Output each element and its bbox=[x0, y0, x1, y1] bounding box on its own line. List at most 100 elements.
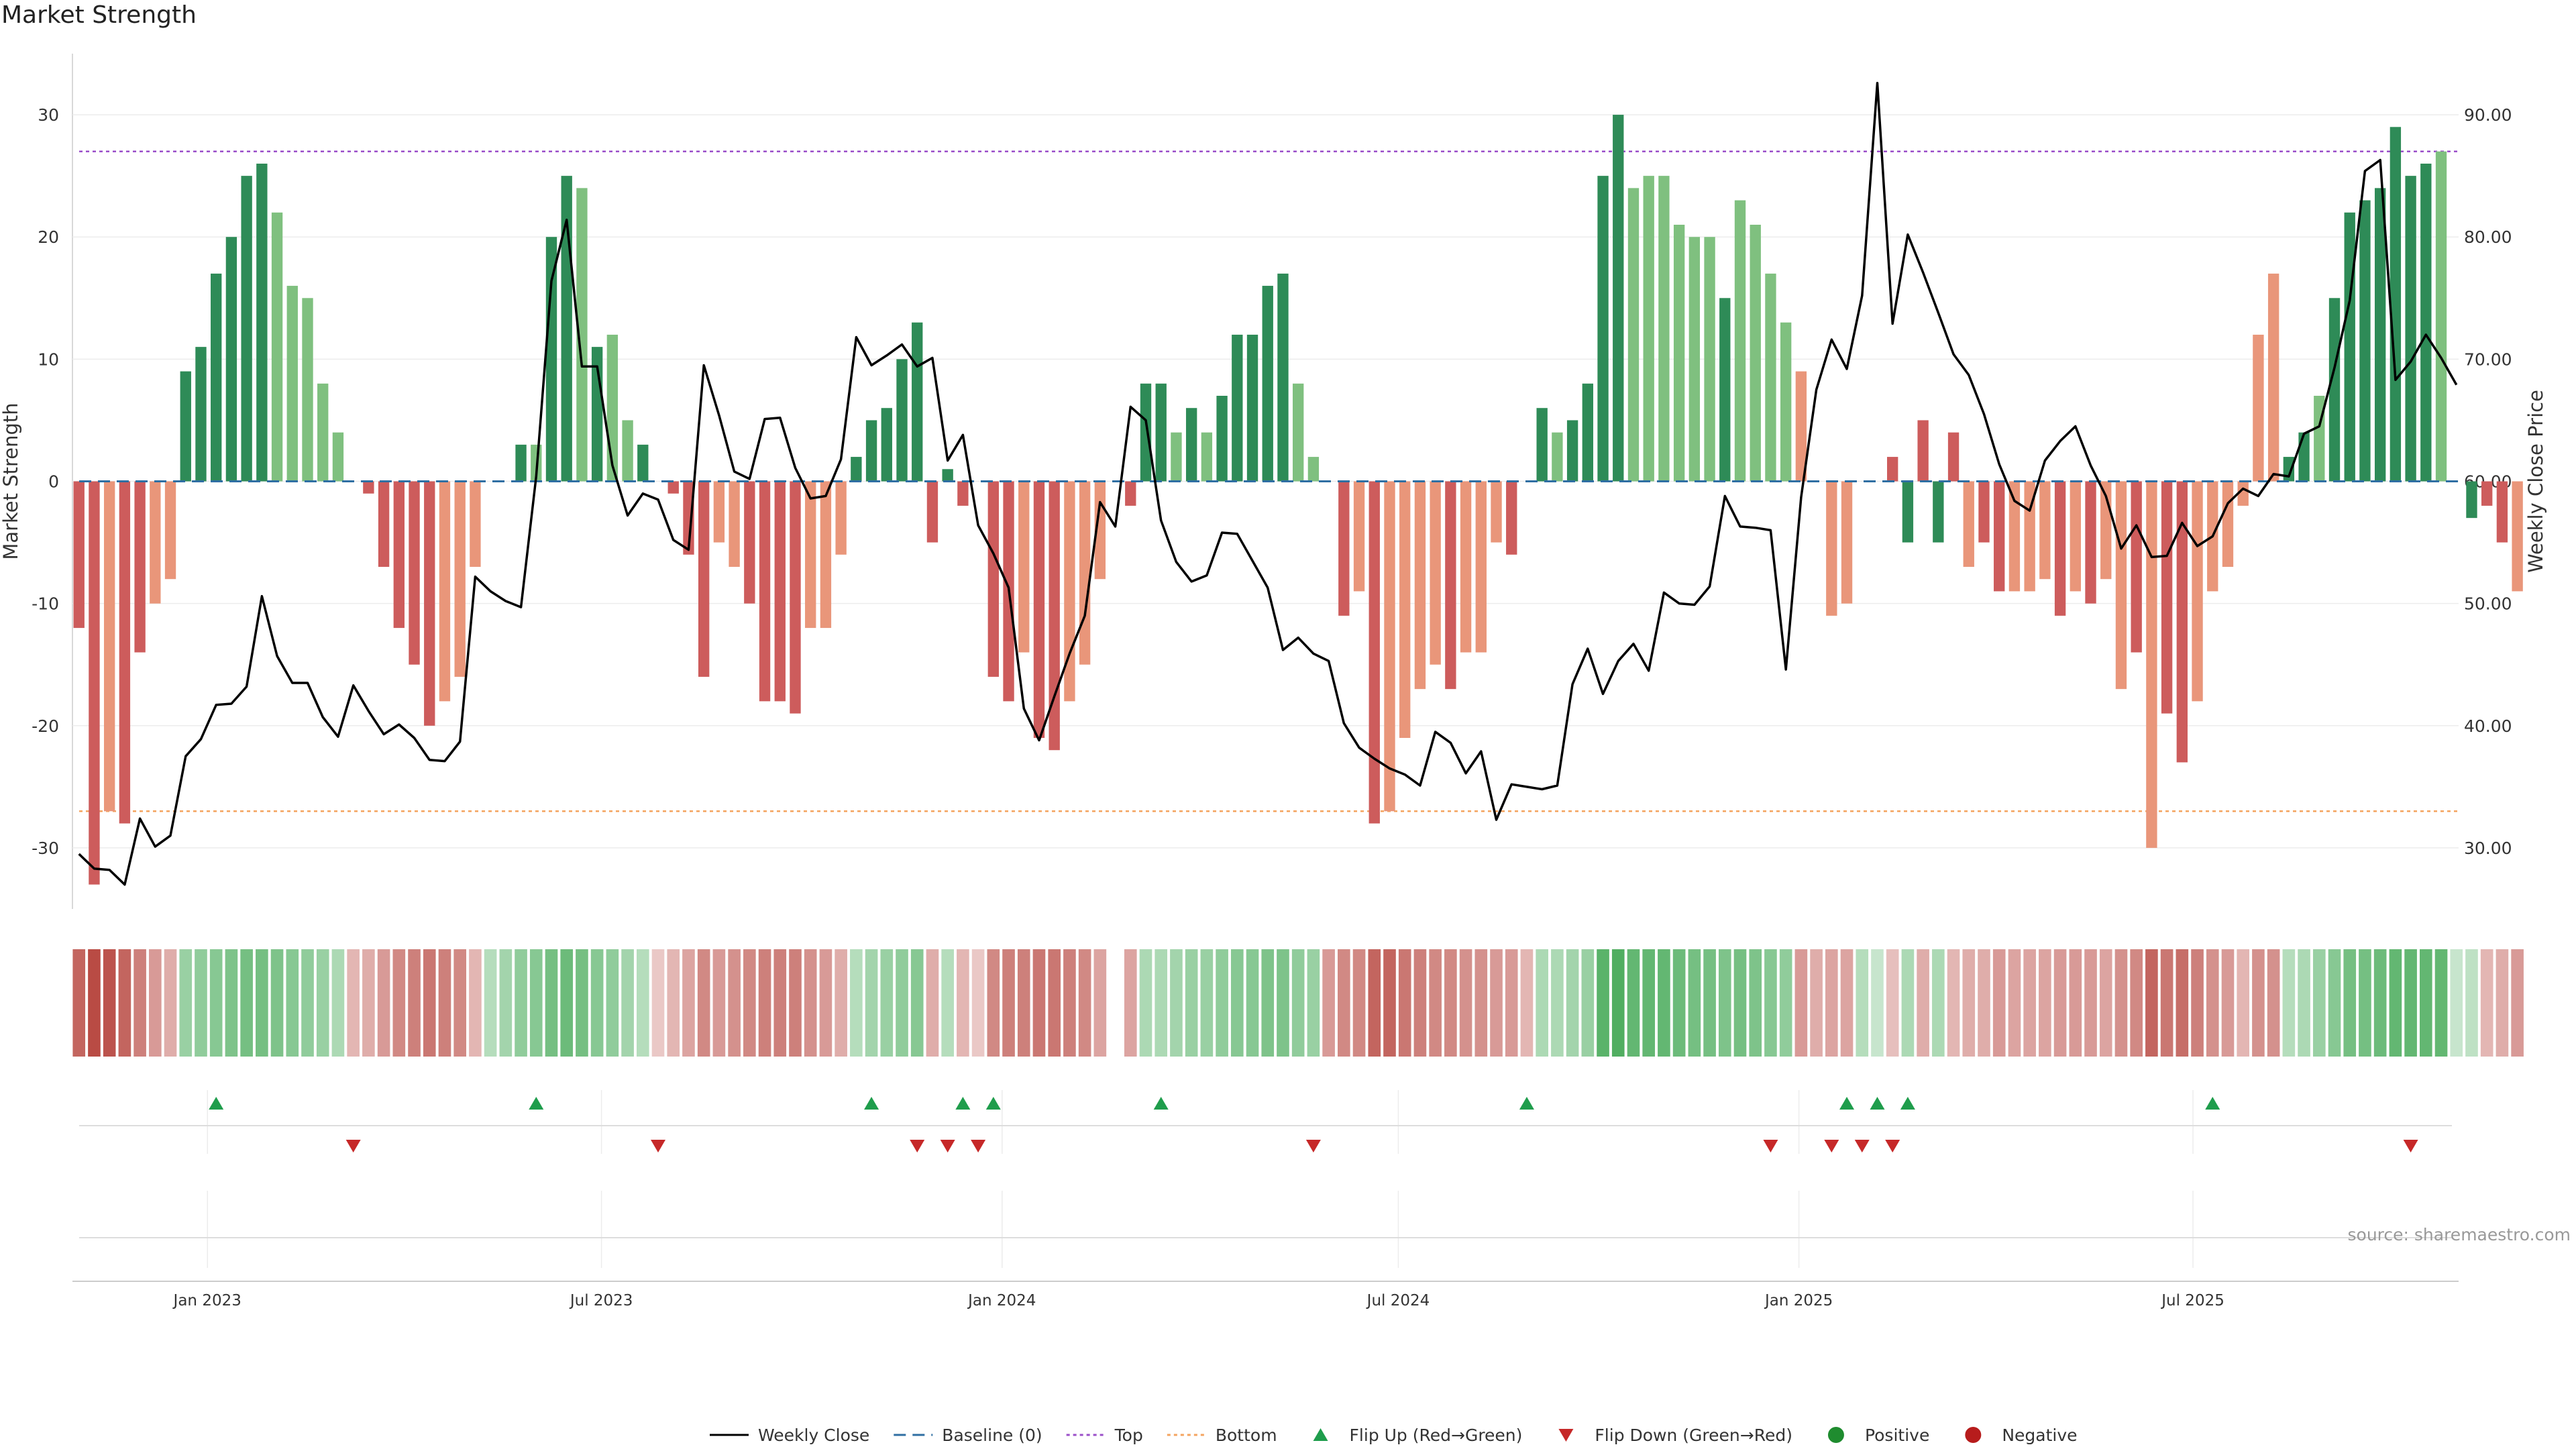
x-tick-label: Jul 2024 bbox=[1366, 1292, 1430, 1309]
strength-bar bbox=[2420, 163, 2432, 482]
heat-cell bbox=[2298, 949, 2310, 1057]
heat-cell bbox=[149, 949, 162, 1057]
heat-cell bbox=[1901, 949, 1915, 1057]
heat-cell bbox=[1947, 949, 1960, 1057]
heat-cell bbox=[529, 949, 543, 1057]
legend-swatch bbox=[1827, 1427, 1844, 1443]
heat-cell bbox=[2496, 949, 2509, 1057]
heat-cell bbox=[392, 949, 406, 1057]
heat-cell bbox=[515, 949, 527, 1057]
heat-cell bbox=[850, 949, 863, 1057]
heat-cell bbox=[270, 949, 284, 1057]
y2-tick-label: 90.00 bbox=[2464, 105, 2512, 125]
heat-cell bbox=[1672, 949, 1686, 1057]
heat-cell bbox=[499, 949, 513, 1057]
strength-bar bbox=[2039, 481, 2051, 580]
heat-cell bbox=[2282, 949, 2296, 1057]
strength-bar bbox=[195, 347, 207, 482]
y-tick-label: 10 bbox=[38, 350, 59, 369]
strength-bar bbox=[729, 481, 740, 567]
heat-cell bbox=[1703, 949, 1716, 1057]
strength-bar bbox=[439, 481, 451, 702]
strength-bar bbox=[378, 481, 390, 567]
strength-bar bbox=[805, 481, 816, 629]
heat-cell bbox=[88, 949, 101, 1057]
strength-bar bbox=[1643, 176, 1654, 482]
strength-bar bbox=[1460, 481, 1472, 653]
strength-bar bbox=[409, 481, 420, 665]
strength-bar bbox=[2344, 212, 2355, 482]
heat-cell bbox=[423, 949, 436, 1057]
strength-bar bbox=[667, 481, 679, 494]
heat-cell bbox=[1139, 949, 1152, 1057]
heat-cell bbox=[606, 949, 619, 1057]
heat-cell bbox=[1856, 949, 1869, 1057]
strength-bar bbox=[454, 481, 466, 677]
strength-bar bbox=[1536, 408, 1548, 482]
heat-cell bbox=[1383, 949, 1396, 1057]
strength-bar bbox=[1658, 176, 1670, 482]
heat-cell bbox=[1794, 949, 1808, 1057]
strength-bar bbox=[1734, 200, 1746, 482]
heat-cell bbox=[576, 949, 588, 1057]
strength-bar bbox=[1506, 481, 1517, 555]
strength-bar bbox=[1613, 115, 1624, 482]
strength-bar bbox=[942, 469, 953, 482]
strength-bar bbox=[1185, 408, 1197, 482]
flip-down-marker bbox=[1305, 1140, 1321, 1152]
heat-cell bbox=[560, 949, 574, 1057]
strength-bar bbox=[1491, 481, 1502, 543]
flip-up-marker bbox=[1870, 1097, 1885, 1110]
strength-bar bbox=[211, 273, 222, 482]
legend-label: Flip Up (Red→Green) bbox=[1350, 1426, 1523, 1445]
heat-cell bbox=[1017, 949, 1030, 1057]
strength-bar bbox=[698, 481, 710, 677]
heat-cell bbox=[773, 949, 787, 1057]
heat-cell bbox=[819, 949, 833, 1057]
heat-cell bbox=[682, 949, 695, 1057]
heat-cell bbox=[362, 949, 375, 1057]
strength-bar bbox=[241, 176, 252, 482]
heat-cell bbox=[408, 949, 421, 1057]
strength-bar bbox=[1933, 481, 1944, 543]
strength-bar bbox=[1018, 481, 1030, 653]
strength-bar bbox=[1887, 457, 1898, 482]
strength-bar bbox=[271, 212, 283, 482]
heat-cell bbox=[1597, 949, 1609, 1057]
heat-cell bbox=[758, 949, 771, 1057]
heat-cell bbox=[2373, 949, 2387, 1057]
legend-label: Weekly Close bbox=[758, 1426, 869, 1445]
heat-cell bbox=[2252, 949, 2265, 1057]
flip-down-marker bbox=[1824, 1140, 1839, 1152]
strength-bar bbox=[1353, 481, 1365, 592]
strength-bar bbox=[926, 481, 938, 543]
strength-bar bbox=[2222, 481, 2234, 567]
strength-bar bbox=[1232, 334, 1243, 482]
strength-bar bbox=[1673, 225, 1685, 482]
heat-cell bbox=[377, 949, 390, 1057]
heat-cell bbox=[1124, 949, 1137, 1057]
heat-cell bbox=[1170, 949, 1183, 1057]
heat-cell bbox=[941, 949, 954, 1057]
heat-cell bbox=[2130, 949, 2143, 1057]
heat-cell bbox=[1368, 949, 1381, 1057]
strength-bar bbox=[1552, 432, 1563, 482]
legend-label: Bottom bbox=[1216, 1426, 1277, 1445]
strength-bar bbox=[119, 481, 131, 824]
heat-cell bbox=[2267, 949, 2280, 1057]
y-tick-label: -10 bbox=[32, 594, 59, 614]
heat-cell bbox=[957, 949, 969, 1057]
strength-bar bbox=[1049, 481, 1060, 751]
heat-cell bbox=[2328, 949, 2341, 1057]
flip-up-marker bbox=[1519, 1097, 1534, 1110]
heat-cell bbox=[1932, 949, 1945, 1057]
heat-cell bbox=[256, 949, 268, 1057]
flip-up-marker bbox=[209, 1097, 224, 1110]
strength-bar bbox=[1125, 481, 1136, 506]
heat-cell bbox=[2237, 949, 2250, 1057]
legend-label: Positive bbox=[1865, 1426, 1929, 1445]
heat-cell bbox=[880, 949, 894, 1057]
heat-cell bbox=[1338, 949, 1350, 1057]
